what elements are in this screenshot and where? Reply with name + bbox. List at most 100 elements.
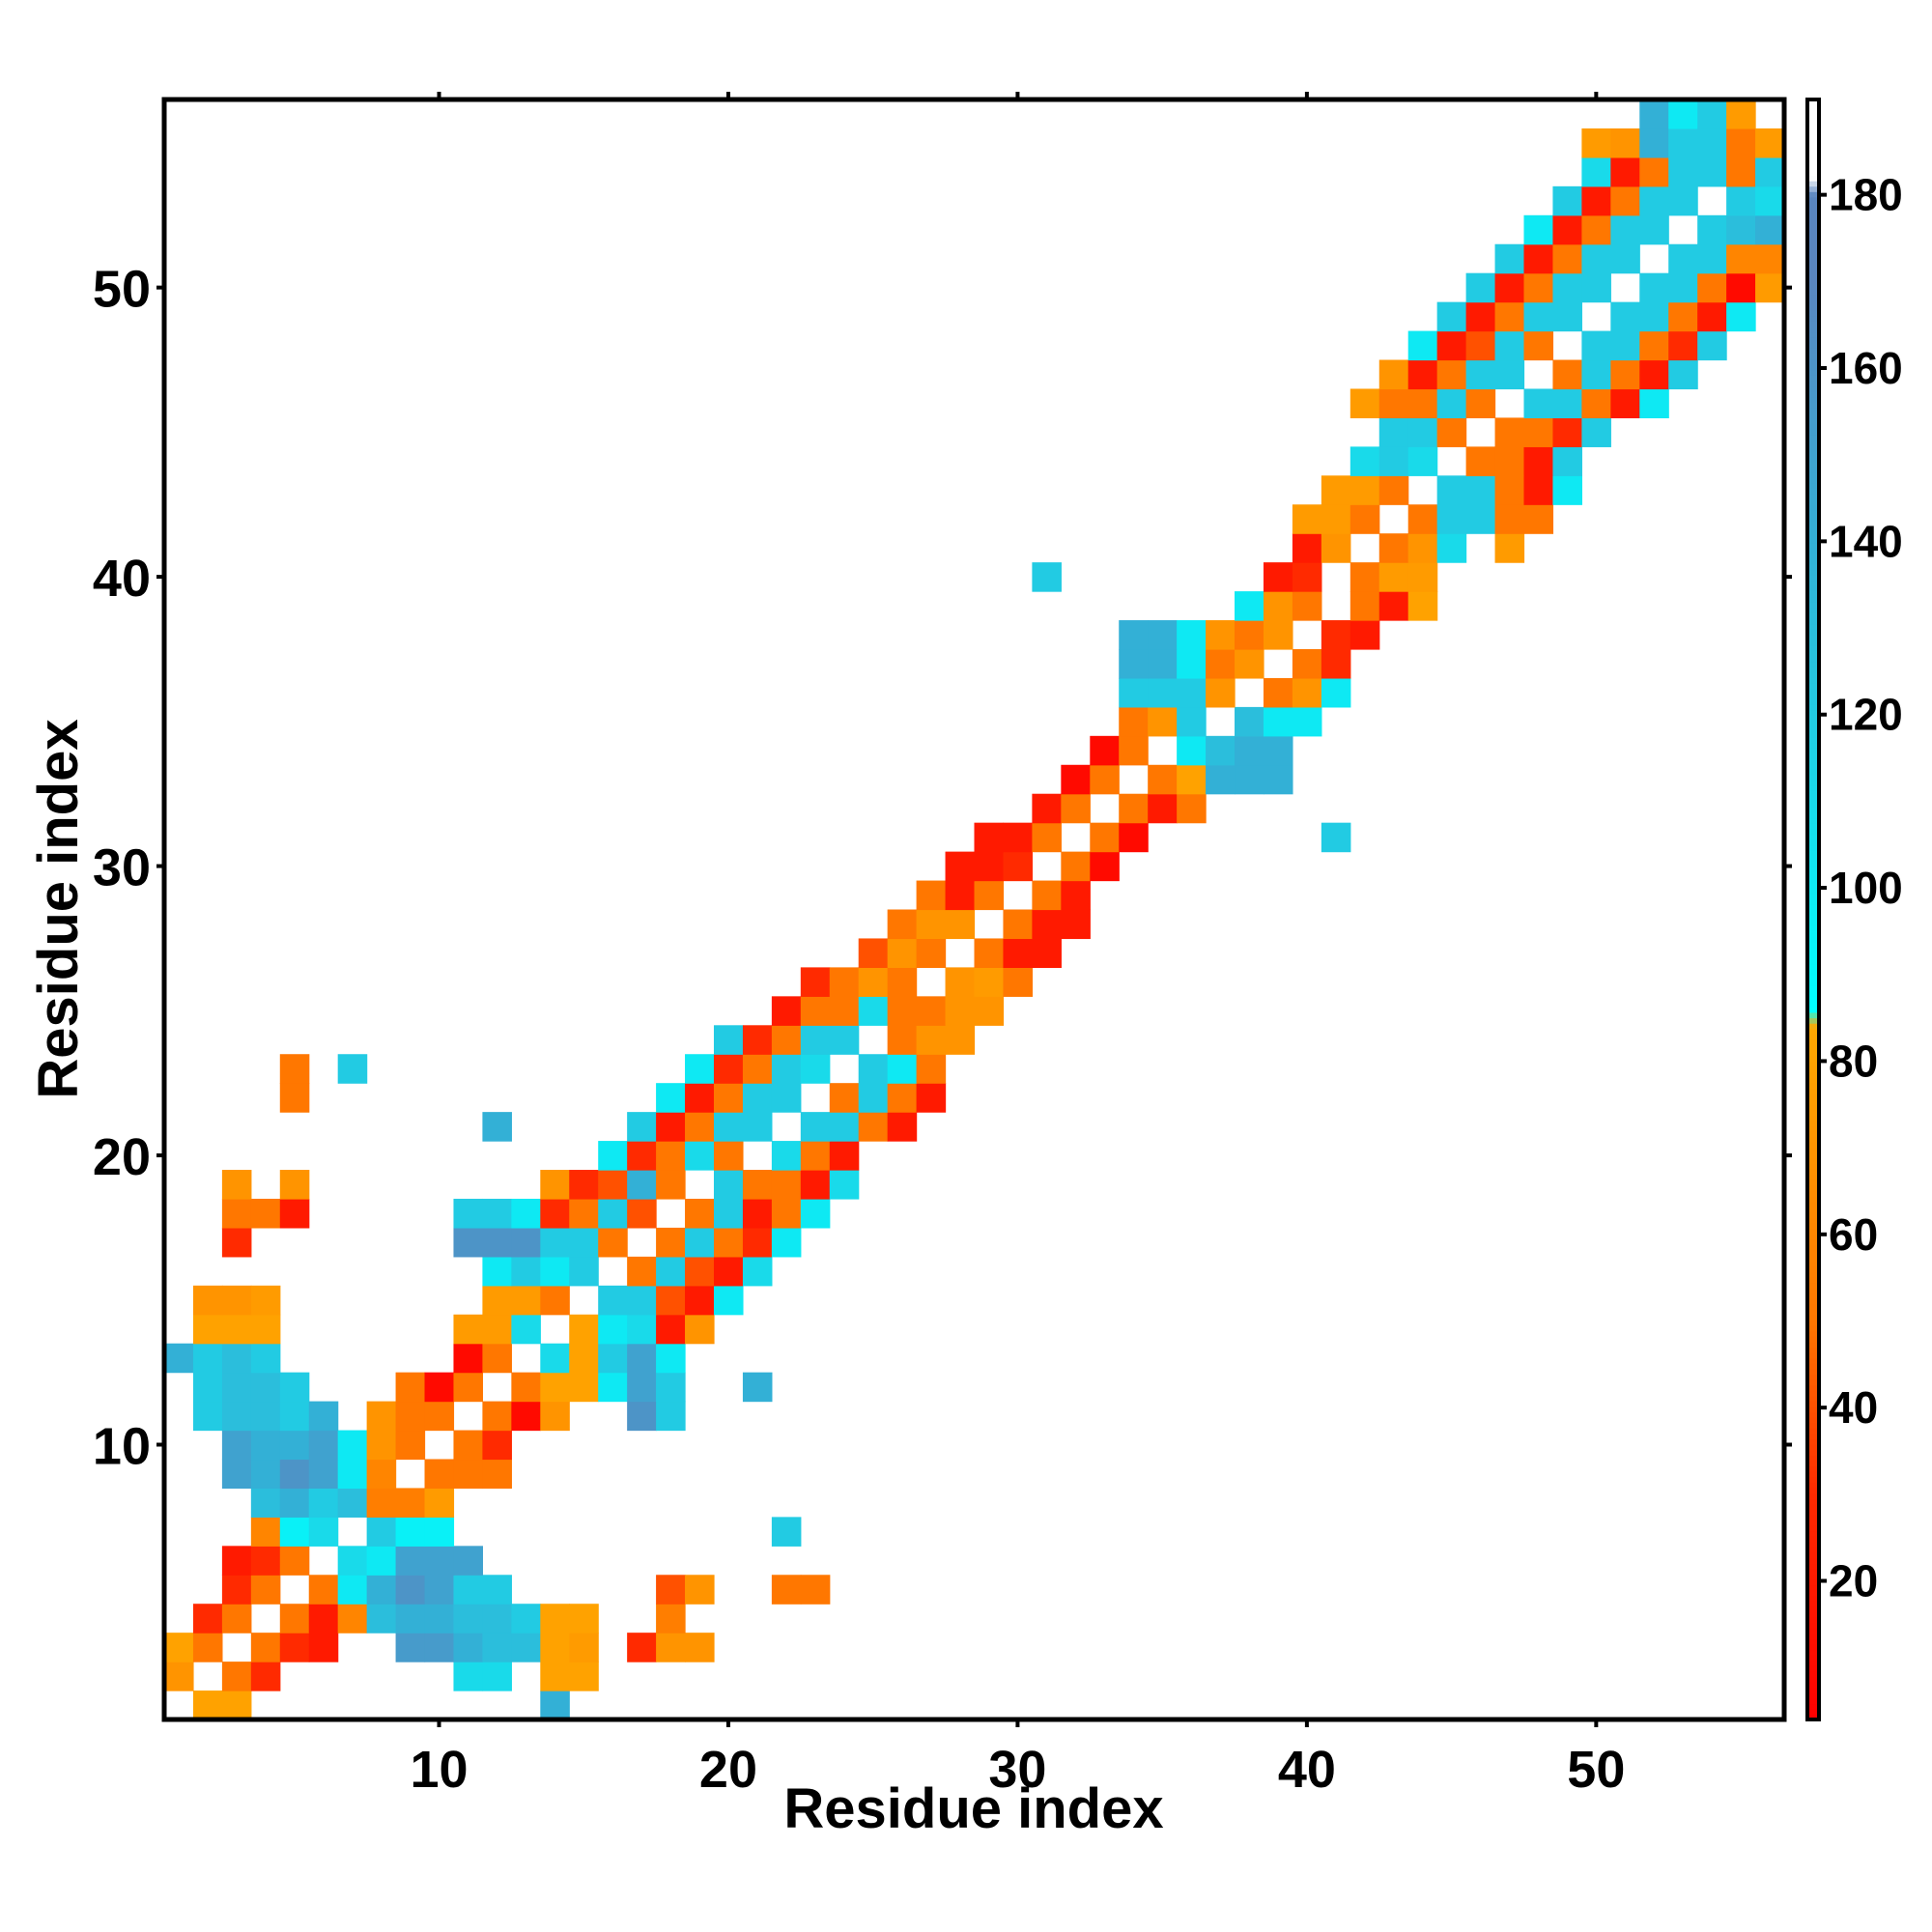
heatmap-cell bbox=[511, 1285, 541, 1316]
heatmap-cell bbox=[1407, 388, 1438, 419]
colorbar-segment bbox=[1807, 1616, 1819, 1624]
heatmap-cell bbox=[1321, 620, 1351, 650]
heatmap-cell bbox=[482, 1662, 512, 1691]
heatmap-cell bbox=[1697, 128, 1727, 158]
heatmap-cell bbox=[1090, 764, 1120, 795]
colorbar-segment bbox=[1807, 488, 1819, 495]
heatmap-cell bbox=[540, 1372, 570, 1403]
y-tick-label: 30 bbox=[93, 839, 151, 897]
heatmap-cell bbox=[1552, 359, 1582, 390]
heatmap-cell bbox=[1668, 359, 1698, 390]
heatmap-cell bbox=[742, 1256, 773, 1287]
heatmap-cell bbox=[916, 1083, 947, 1113]
colorbar-segment bbox=[1807, 1508, 1819, 1516]
heatmap-cell bbox=[192, 1633, 223, 1662]
colorbar-segment bbox=[1807, 1125, 1819, 1132]
colorbar-segment bbox=[1807, 1249, 1819, 1257]
heatmap-cell bbox=[887, 996, 918, 1026]
colorbar-segment bbox=[1807, 1654, 1819, 1662]
colorbar-segment bbox=[1807, 661, 1819, 668]
heatmap-cell bbox=[1032, 880, 1062, 911]
heatmap-cell bbox=[1552, 417, 1582, 447]
colorbar-segment bbox=[1807, 1222, 1819, 1230]
heatmap-cell bbox=[1003, 822, 1033, 853]
colorbar-segment bbox=[1807, 807, 1819, 813]
heatmap-cell bbox=[800, 1141, 831, 1171]
heatmap-cell bbox=[800, 1112, 831, 1142]
heatmap-cell bbox=[1177, 735, 1207, 766]
heatmap-cell bbox=[887, 938, 918, 968]
colorbar: 20 40 60 80 100 120 140 160 180 bbox=[1805, 98, 1903, 1721]
colorbar-segment bbox=[1807, 574, 1819, 582]
colorbar-segment bbox=[1807, 1676, 1819, 1683]
heatmap-cell bbox=[656, 1314, 686, 1345]
colorbar-segment bbox=[1807, 283, 1819, 290]
heatmap-cell bbox=[1061, 793, 1091, 824]
colorbar-segment bbox=[1807, 288, 1819, 296]
heatmap-cell bbox=[279, 1054, 310, 1084]
heatmap-cell bbox=[482, 1343, 512, 1374]
heatmap-cell bbox=[656, 1227, 686, 1258]
colorbar-segment bbox=[1807, 1530, 1819, 1537]
colorbar-frame bbox=[1805, 98, 1821, 1721]
heatmap-cell bbox=[482, 1575, 512, 1605]
colorbar-segment bbox=[1807, 1551, 1819, 1559]
heatmap-cell bbox=[482, 1198, 512, 1229]
colorbar-segment bbox=[1807, 688, 1819, 695]
colorbar-segment bbox=[1807, 898, 1819, 905]
colorbar-segment bbox=[1807, 115, 1819, 123]
colorbar-segment bbox=[1807, 229, 1819, 236]
heatmap-cell bbox=[1668, 272, 1698, 303]
heatmap-cell bbox=[511, 1314, 541, 1345]
heatmap-cell bbox=[1119, 822, 1149, 853]
colorbar-segment bbox=[1807, 1470, 1819, 1478]
heatmap-cell bbox=[1407, 446, 1438, 476]
colorbar-segment bbox=[1807, 412, 1819, 419]
colorbar-segment bbox=[1807, 396, 1819, 403]
colorbar-segment bbox=[1807, 1627, 1819, 1634]
colorbar-segment bbox=[1807, 817, 1819, 824]
heatmap-cell bbox=[1552, 475, 1582, 505]
colorbar-segment bbox=[1807, 1271, 1819, 1278]
colorbar-segment bbox=[1807, 893, 1819, 900]
heatmap-cell bbox=[279, 1633, 310, 1662]
colorbar-segment bbox=[1807, 185, 1819, 192]
heatmap-cell bbox=[627, 1343, 657, 1374]
heatmap-cell bbox=[1378, 562, 1409, 592]
heatmap-cell bbox=[250, 1285, 281, 1316]
heatmap-cell bbox=[800, 1575, 831, 1605]
colorbar-segment bbox=[1807, 1017, 1819, 1024]
heatmap-cell bbox=[887, 967, 918, 997]
colorbar-segment bbox=[1807, 326, 1819, 333]
heatmap-cell bbox=[800, 967, 831, 997]
colorbar-segment bbox=[1807, 1217, 1819, 1224]
colorbar-segment bbox=[1807, 444, 1819, 452]
heatmap-cell bbox=[1494, 417, 1525, 447]
heatmap-cell bbox=[453, 1546, 484, 1576]
heatmap-cell bbox=[887, 1025, 918, 1055]
colorbar-segment bbox=[1807, 1211, 1819, 1218]
heatmap-cell bbox=[1610, 243, 1640, 274]
heatmap-cell bbox=[1350, 562, 1380, 592]
heatmap-cell bbox=[1378, 359, 1409, 390]
heatmap-cell bbox=[1668, 185, 1698, 216]
colorbar-segment bbox=[1807, 1449, 1819, 1456]
heatmap-cell bbox=[1610, 359, 1640, 390]
colorbar-segment bbox=[1807, 348, 1819, 355]
heatmap-cell bbox=[685, 1314, 715, 1345]
heatmap-cell bbox=[1697, 272, 1727, 303]
heatmap-cell bbox=[221, 1430, 252, 1461]
heatmap-cell bbox=[1494, 533, 1525, 563]
heatmap-cell bbox=[221, 1170, 252, 1200]
colorbar-segment bbox=[1807, 742, 1819, 749]
heatmap-cell bbox=[221, 1459, 252, 1490]
heatmap-cell bbox=[511, 1401, 541, 1432]
heatmap-cell bbox=[1436, 475, 1467, 505]
colorbar-segment bbox=[1807, 1265, 1819, 1272]
heatmap-cell bbox=[1378, 533, 1409, 563]
colorbar-segment bbox=[1807, 942, 1819, 949]
heatmap-cell bbox=[1119, 706, 1149, 737]
heatmap-cell bbox=[1610, 214, 1640, 245]
colorbar-segment bbox=[1807, 623, 1819, 630]
heatmap-cell bbox=[1581, 417, 1611, 447]
